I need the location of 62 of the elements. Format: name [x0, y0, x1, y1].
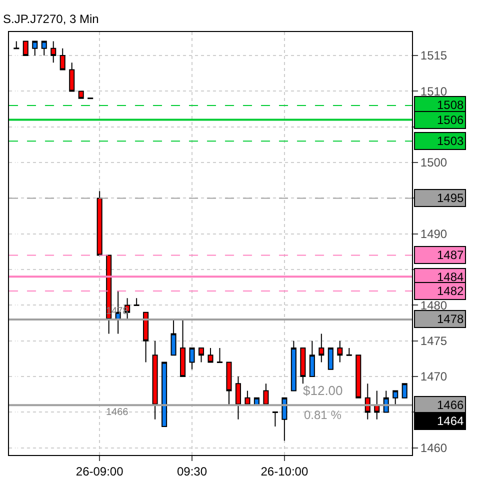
annotation: $12.00	[303, 383, 343, 398]
y-tick-label: 1475	[420, 334, 448, 348]
candlestick	[216, 348, 224, 364]
x-tick-label: 09:30	[176, 464, 208, 478]
candlestick	[12, 40, 20, 50]
annotation: 1478	[106, 306, 129, 317]
candlestick	[170, 318, 176, 356]
candlestick	[78, 90, 84, 99]
candlestick	[282, 397, 288, 442]
candlestick	[133, 298, 140, 306]
y-tick-label: 1515	[420, 48, 448, 63]
y-tick-label: 1510	[420, 84, 448, 98]
ref-line-label: 1495	[436, 191, 464, 205]
candlestick	[96, 190, 102, 256]
text: 1464	[436, 414, 464, 428]
candlestick	[309, 340, 315, 378]
candlestick	[374, 390, 380, 420]
ref-line-label: 1487	[436, 248, 464, 262]
candlestick	[318, 333, 324, 363]
candlestick	[162, 362, 168, 427]
candlestick	[263, 383, 269, 406]
candlestick	[402, 383, 408, 398]
candlestick	[60, 48, 66, 70]
ref-line-label: 1503	[436, 134, 464, 148]
y-tick-label: 1490	[420, 227, 448, 242]
candlestick	[189, 348, 195, 370]
annotation: 1466	[106, 407, 129, 418]
candlestick	[346, 348, 353, 356]
candlestick	[392, 390, 398, 406]
candlestick	[290, 340, 296, 392]
x-tick-label: 26-10:00	[260, 464, 308, 478]
candlestick	[337, 340, 343, 363]
candlestick	[41, 40, 47, 56]
candlestick	[69, 62, 75, 92]
chart-title: S.JP.J7270, 3 Min	[3, 12, 99, 26]
candlestick	[32, 40, 38, 56]
y-tick-label: 1470	[420, 370, 448, 384]
ref-line-label: 1466	[436, 398, 464, 412]
candlestick	[143, 312, 149, 363]
ref-line-label: 1482	[436, 284, 464, 298]
candlestick	[328, 348, 334, 370]
ref-line-label: 1478	[436, 312, 464, 326]
candlestick	[208, 348, 214, 363]
candlestick	[152, 340, 158, 420]
candlestick	[50, 40, 56, 64]
ref-line-label: 1506	[436, 113, 464, 127]
x-tick-label: 26-09:00	[76, 464, 124, 478]
candlestick	[364, 383, 370, 420]
ref-line-label: 1508	[436, 98, 464, 112]
ref-line-label: 1484	[436, 270, 464, 284]
candlestick	[180, 318, 186, 378]
candlestick	[356, 354, 362, 398]
candlestick	[198, 348, 204, 363]
candlestick	[272, 411, 279, 427]
candlestick	[226, 362, 232, 406]
y-tick-label: 1480	[420, 298, 448, 312]
candlestick	[22, 40, 28, 56]
candlestick	[300, 348, 306, 384]
y-tick-label: 1460	[420, 441, 448, 456]
y-tick-label: 1500	[420, 156, 448, 170]
annotation: 0.81 %	[304, 408, 342, 422]
candlestick	[235, 376, 241, 420]
